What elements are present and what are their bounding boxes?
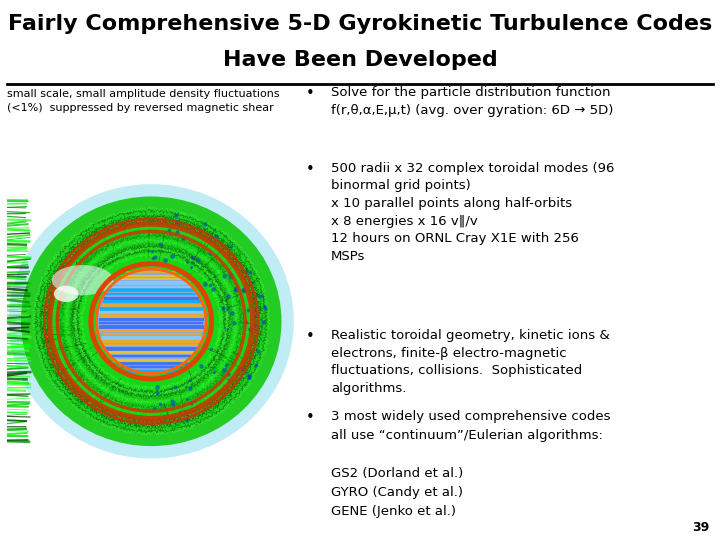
Ellipse shape	[54, 286, 78, 302]
Point	[154, 240, 166, 249]
Text: 500 radii x 32 complex toroidal modes (96
binormal grid points)
x 10 parallel po: 500 radii x 32 complex toroidal modes (9…	[331, 162, 615, 262]
Text: •: •	[306, 329, 315, 345]
Point	[249, 321, 261, 329]
Point	[222, 292, 233, 300]
Point	[163, 226, 175, 234]
Point	[222, 370, 233, 379]
Point	[205, 345, 217, 353]
Point	[181, 258, 192, 267]
Point	[207, 285, 219, 293]
Point	[151, 389, 163, 397]
Text: •: •	[306, 162, 315, 177]
Point	[204, 281, 215, 289]
Point	[242, 306, 253, 314]
Point	[204, 248, 215, 257]
Point	[221, 325, 233, 334]
Point	[203, 236, 215, 245]
Point	[208, 367, 220, 376]
Point	[230, 285, 241, 294]
Point	[167, 400, 179, 408]
Point	[177, 233, 189, 242]
Text: small scale, small amplitude density fluctuations
(<1%)  suppressed by reversed : small scale, small amplitude density flu…	[7, 89, 280, 113]
Text: •: •	[306, 410, 315, 426]
Point	[220, 361, 232, 369]
Point	[238, 285, 249, 294]
Point	[245, 267, 256, 276]
Point	[244, 325, 256, 333]
Point	[146, 247, 158, 255]
Point	[171, 227, 183, 236]
Point	[147, 254, 158, 262]
Point	[185, 263, 197, 272]
Point	[253, 346, 264, 355]
Text: 39: 39	[692, 521, 709, 534]
Point	[240, 267, 251, 275]
Point	[181, 395, 193, 403]
Point	[149, 253, 161, 261]
Ellipse shape	[9, 184, 294, 458]
Point	[249, 312, 261, 321]
Point	[217, 303, 229, 312]
Point	[195, 362, 207, 370]
Point	[219, 366, 230, 374]
Point	[225, 273, 237, 282]
Point	[199, 280, 210, 289]
Point	[184, 384, 196, 393]
Point	[219, 272, 230, 280]
Point	[189, 397, 201, 406]
Point	[192, 256, 204, 265]
Point	[240, 318, 252, 326]
Point	[230, 285, 241, 293]
Point	[159, 256, 171, 265]
Point	[179, 407, 191, 416]
Point	[244, 373, 256, 381]
Point	[238, 364, 249, 373]
Text: Realistic toroidal geometry, kinetic ions &
electrons, finite-β electro-magnetic: Realistic toroidal geometry, kinetic ion…	[331, 329, 610, 395]
Point	[257, 318, 269, 326]
Point	[243, 372, 255, 381]
Point	[160, 414, 171, 422]
Point	[166, 396, 178, 405]
Point	[228, 318, 239, 327]
Point	[225, 242, 237, 251]
Ellipse shape	[21, 197, 282, 446]
Point	[199, 220, 211, 228]
Point	[184, 376, 196, 384]
Point	[186, 253, 198, 262]
Text: Have Been Developed: Have Been Developed	[222, 50, 498, 70]
Ellipse shape	[95, 268, 207, 375]
Point	[181, 416, 193, 424]
Point	[258, 302, 270, 310]
Point	[169, 383, 181, 391]
Text: Fairly Comprehensive 5-D Gyrokinetic Turbulence Codes: Fairly Comprehensive 5-D Gyrokinetic Tur…	[8, 14, 712, 33]
Point	[230, 260, 241, 269]
Point	[171, 218, 183, 226]
Point	[226, 308, 238, 317]
Text: Solve for the particle distribution function
f(r,θ,α,E,μ,t) (avg. over gyration:: Solve for the particle distribution func…	[331, 86, 613, 117]
Point	[224, 269, 235, 278]
Point	[148, 404, 160, 413]
Point	[258, 303, 270, 312]
Point	[171, 211, 182, 220]
Point	[238, 284, 250, 293]
Point	[249, 307, 261, 315]
Point	[154, 400, 166, 408]
Point	[253, 292, 264, 301]
Point	[185, 399, 197, 408]
Ellipse shape	[52, 265, 114, 295]
Text: 3 most widely used comprehensive codes
all use “continuum”/Eulerian algorithms:
: 3 most widely used comprehensive codes a…	[331, 410, 611, 518]
Point	[250, 360, 261, 369]
Point	[246, 278, 257, 286]
Point	[174, 407, 186, 416]
Point	[224, 376, 235, 384]
Text: •: •	[306, 86, 315, 102]
Point	[256, 292, 268, 300]
Point	[151, 383, 163, 391]
Point	[166, 252, 177, 260]
Point	[243, 370, 255, 379]
Point	[222, 305, 233, 313]
Point	[210, 232, 221, 240]
